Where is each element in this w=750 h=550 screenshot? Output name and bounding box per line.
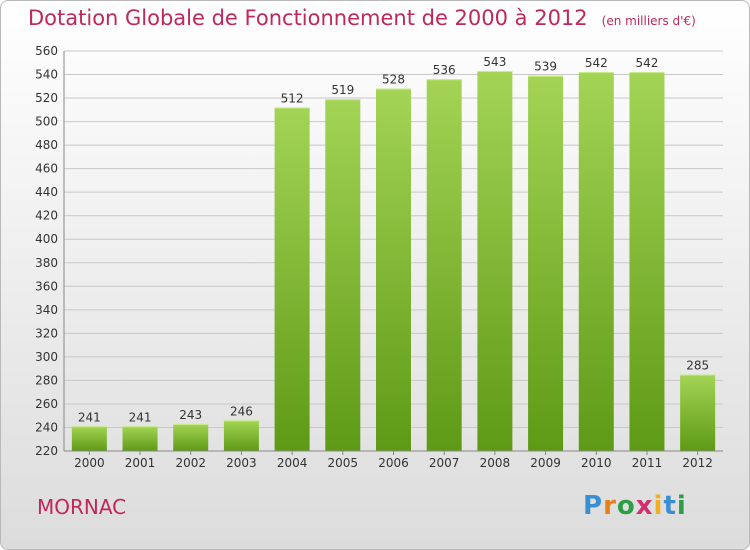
y-tick-label: 300 — [35, 350, 58, 364]
data-label: 536 — [433, 63, 456, 77]
bar — [223, 420, 259, 451]
bars-layer: 241 241 243 246 512 519 528 536 543 539 542 542 285 — [71, 55, 716, 452]
bar — [426, 79, 462, 451]
logo-letter: r — [603, 491, 617, 521]
proxiti-logo: Proxiti — [583, 491, 687, 521]
y-tick-label: 540 — [35, 68, 58, 82]
x-tick-label: 2008 — [480, 456, 511, 470]
bar — [528, 75, 564, 452]
x-tick-label: 2001 — [125, 456, 156, 470]
bar — [477, 71, 513, 451]
bar — [578, 72, 614, 452]
unit-label: (en milliers d'€) — [601, 14, 696, 28]
bar — [376, 88, 411, 451]
bar — [325, 99, 361, 451]
x-tick-label: 2010 — [581, 456, 612, 470]
logo-letter: o — [616, 491, 636, 521]
y-tick-label: 440 — [35, 185, 58, 199]
y-tick-label: 280 — [35, 373, 58, 387]
y-tick-label: 520 — [35, 91, 58, 105]
x-tick-label: 2011 — [632, 456, 663, 470]
logo-letter: t — [663, 491, 677, 521]
y-tick-label: 260 — [35, 397, 58, 411]
logo-letter: i — [676, 491, 687, 521]
data-label: 241 — [78, 410, 101, 424]
y-tick-label: 240 — [35, 420, 58, 434]
x-tick-label: 2004 — [277, 456, 308, 470]
x-tick-label: 2006 — [378, 456, 409, 470]
bar — [122, 426, 158, 451]
y-tick-label: 320 — [35, 326, 58, 340]
x-tick-label: 2012 — [682, 456, 713, 470]
data-label: 539 — [534, 60, 557, 74]
data-label: 528 — [382, 73, 405, 87]
data-label: 542 — [636, 56, 659, 70]
data-label: 543 — [483, 55, 506, 69]
y-tick-label: 560 — [35, 44, 58, 58]
data-label: 519 — [331, 83, 354, 97]
bar — [274, 107, 310, 452]
y-tick-label: 360 — [35, 279, 58, 293]
title-text: Dotation Globale de Fonctionnement de 20… — [28, 6, 588, 30]
x-tick-label: 2003 — [226, 456, 257, 470]
data-label: 243 — [179, 408, 202, 422]
axis-layer: 220 240 260 280 300 320 340 360 380 400 420 440 460 4… — [35, 44, 723, 470]
y-tick-label: 380 — [35, 256, 58, 270]
data-label: 285 — [686, 359, 709, 373]
x-tick-label: 2007 — [429, 456, 460, 470]
data-label: 512 — [281, 91, 304, 105]
logo-letter: i — [653, 491, 664, 521]
y-tick-label: 420 — [35, 209, 58, 223]
logo-letter: P — [583, 491, 604, 521]
data-label: 542 — [585, 56, 608, 70]
y-tick-label: 340 — [35, 303, 58, 317]
x-tick-label: 2005 — [328, 456, 359, 470]
x-tick-label: 2002 — [175, 456, 206, 470]
data-label: 246 — [230, 404, 253, 418]
y-tick-label: 400 — [35, 232, 58, 246]
x-tick-label: 2009 — [530, 456, 561, 470]
bar — [629, 72, 665, 452]
chart-title: Dotation Globale de Fonctionnement de 20… — [28, 6, 696, 30]
y-tick-label: 480 — [35, 138, 58, 152]
logo-letter: x — [635, 491, 654, 521]
x-tick-label: 2000 — [74, 456, 105, 470]
commune-name: MORNAC — [37, 495, 127, 519]
bar — [173, 423, 209, 451]
data-label: 241 — [129, 410, 152, 424]
bar — [71, 426, 107, 451]
y-tick-label: 460 — [35, 162, 58, 176]
y-tick-label: 500 — [35, 115, 58, 129]
y-tick-label: 220 — [35, 444, 58, 458]
bar — [680, 374, 716, 451]
